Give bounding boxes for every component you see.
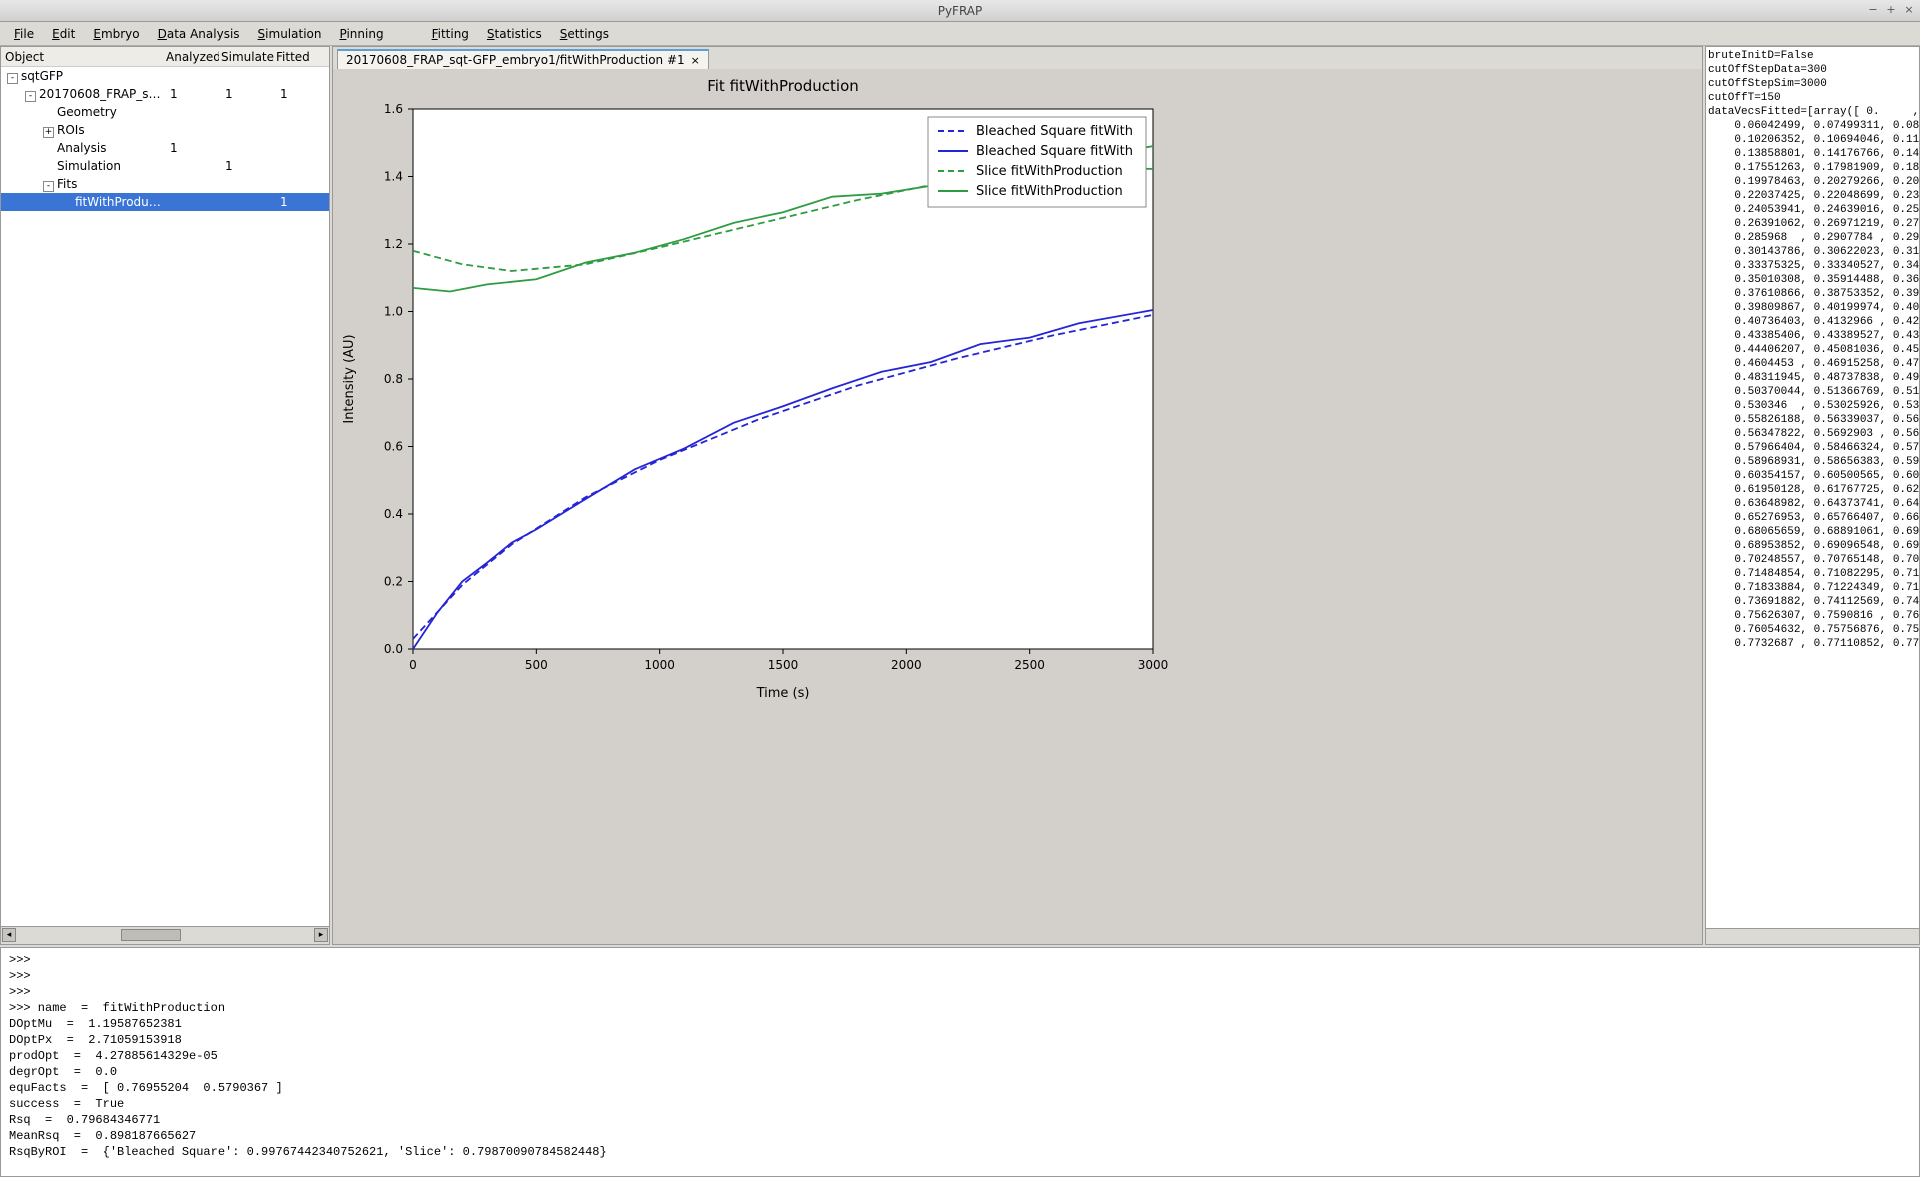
menu-statistics[interactable]: Statistics [479,25,550,43]
svg-text:3000: 3000 [1138,658,1169,672]
svg-text:0.8: 0.8 [384,372,403,386]
tree-row[interactable]: Simulation 1 [1,157,329,175]
svg-text:2500: 2500 [1014,658,1045,672]
svg-text:1.4: 1.4 [384,170,403,184]
tree-label: Fits [57,177,77,191]
svg-text:500: 500 [525,658,548,672]
svg-text:0.0: 0.0 [384,642,403,656]
svg-text:Bleached Square fitWith: Bleached Square fitWith [976,124,1133,139]
tab-close-icon[interactable]: × [691,54,700,67]
tree-row[interactable]: -Fits [1,175,329,193]
window-title: PyFRAP [938,4,983,18]
tree-label: ROIs [57,123,85,137]
tree-col-fitted[interactable]: Fitted [274,50,329,64]
maximize-icon[interactable]: + [1884,4,1898,18]
svg-text:1500: 1500 [768,658,799,672]
tree-cell: 1 [164,141,219,155]
tree-expand-icon[interactable]: + [43,127,54,138]
properties-h-scrollbar[interactable] [1706,928,1919,944]
svg-text:Intensity (AU): Intensity (AU) [342,334,357,423]
tree-label: 20170608_FRAP_sqt-GFP... [39,87,164,101]
tree-row[interactable]: Analysis 1 [1,139,329,157]
properties-text: bruteInitD=False cutOffStepData=300 cutO… [1708,49,1917,651]
tree-label: Simulation [57,159,121,173]
menu-edit[interactable]: Edit [44,25,83,43]
plot-area: Fit fitWithProduction Time (s) Intensity (… [333,69,1702,944]
menu-settings[interactable]: Settings [552,25,617,43]
menu-fitting[interactable]: Fitting [424,25,477,43]
menu-pinning[interactable]: Pinning [331,25,391,43]
tree-cell: 1 [274,87,329,101]
svg-text:2000: 2000 [891,658,922,672]
plot-panel: 20170608_FRAP_sqt-GFP_embryo1/fitWithPro… [332,46,1703,945]
svg-text:1.2: 1.2 [384,237,403,251]
tree-cell: 1 [219,87,274,101]
tree-cell: 1 [164,87,219,101]
object-tree[interactable]: -sqtGFP-20170608_FRAP_sqt-GFP...111Geome… [1,67,329,926]
window-titlebar: PyFRAP − + × [0,0,1920,22]
close-icon[interactable]: × [1902,4,1916,18]
svg-text:1.6: 1.6 [384,102,403,116]
tree-label: fitWithProduction [75,195,164,209]
properties-panel: bruteInitD=False cutOffStepData=300 cutO… [1705,46,1920,945]
svg-text:0.6: 0.6 [384,440,403,454]
menu-simulation[interactable]: Simulation [250,25,330,43]
tree-header: Object Analyzed Simulate Fitted [1,47,329,67]
tree-col-analyzed[interactable]: Analyzed [164,50,219,64]
scroll-right-icon[interactable]: ▸ [314,928,328,942]
svg-text:0: 0 [409,658,417,672]
tree-cell: 1 [219,159,274,173]
tree-label: Analysis [57,141,106,155]
tree-row[interactable]: fitWithProduction 1 [1,193,329,211]
object-tree-panel: Object Analyzed Simulate Fitted -sqtGFP-… [0,46,330,945]
scroll-thumb[interactable] [121,929,181,941]
scroll-left-icon[interactable]: ◂ [2,928,16,942]
tree-cell: 1 [274,195,329,209]
tree-row[interactable]: +ROIs [1,121,329,139]
svg-text:Slice fitWithProduction: Slice fitWithProduction [976,164,1123,179]
svg-text:Slice fitWithProduction: Slice fitWithProduction [976,184,1123,199]
tree-row[interactable]: -20170608_FRAP_sqt-GFP...111 [1,85,329,103]
plot-tab[interactable]: 20170608_FRAP_sqt-GFP_embryo1/fitWithPro… [337,49,709,69]
console-output[interactable]: >>> >>> >>> >>> name = fitWithProduction… [0,947,1920,1177]
menu-file[interactable]: File [6,25,42,43]
svg-text:1.0: 1.0 [384,305,403,319]
minimize-icon[interactable]: − [1866,4,1880,18]
tree-col-simulated[interactable]: Simulate [219,50,274,64]
tree-row[interactable]: Geometry [1,103,329,121]
svg-text:1000: 1000 [644,658,675,672]
tab-bar: 20170608_FRAP_sqt-GFP_embryo1/fitWithPro… [333,47,1702,69]
tree-expand-icon[interactable]: - [25,91,36,102]
svg-text:Time (s): Time (s) [756,686,810,701]
svg-text:0.4: 0.4 [384,507,403,521]
svg-text:0.2: 0.2 [384,575,403,589]
tree-label: Geometry [57,105,117,119]
tree-row[interactable]: -sqtGFP [1,67,329,85]
fit-chart: Fit fitWithProduction Time (s) Intensity (… [333,69,1173,709]
tree-expand-icon[interactable]: - [43,181,54,192]
menu-embryo[interactable]: Embryo [85,25,147,43]
svg-text:Fit fitWithProduction: Fit fitWithProduction [707,77,859,95]
menu-data-analysis[interactable]: Data Analysis [150,25,248,43]
tab-label: 20170608_FRAP_sqt-GFP_embryo1/fitWithPro… [346,53,685,67]
tree-expand-icon[interactable]: - [7,73,18,84]
tree-col-object[interactable]: Object [1,50,164,64]
menu-bar: FileEditEmbryoData AnalysisSimulationPin… [0,22,1920,46]
tree-h-scrollbar[interactable]: ◂ ▸ [1,926,329,944]
svg-text:Bleached Square fitWith: Bleached Square fitWith [976,144,1133,159]
tree-label: sqtGFP [21,69,63,83]
